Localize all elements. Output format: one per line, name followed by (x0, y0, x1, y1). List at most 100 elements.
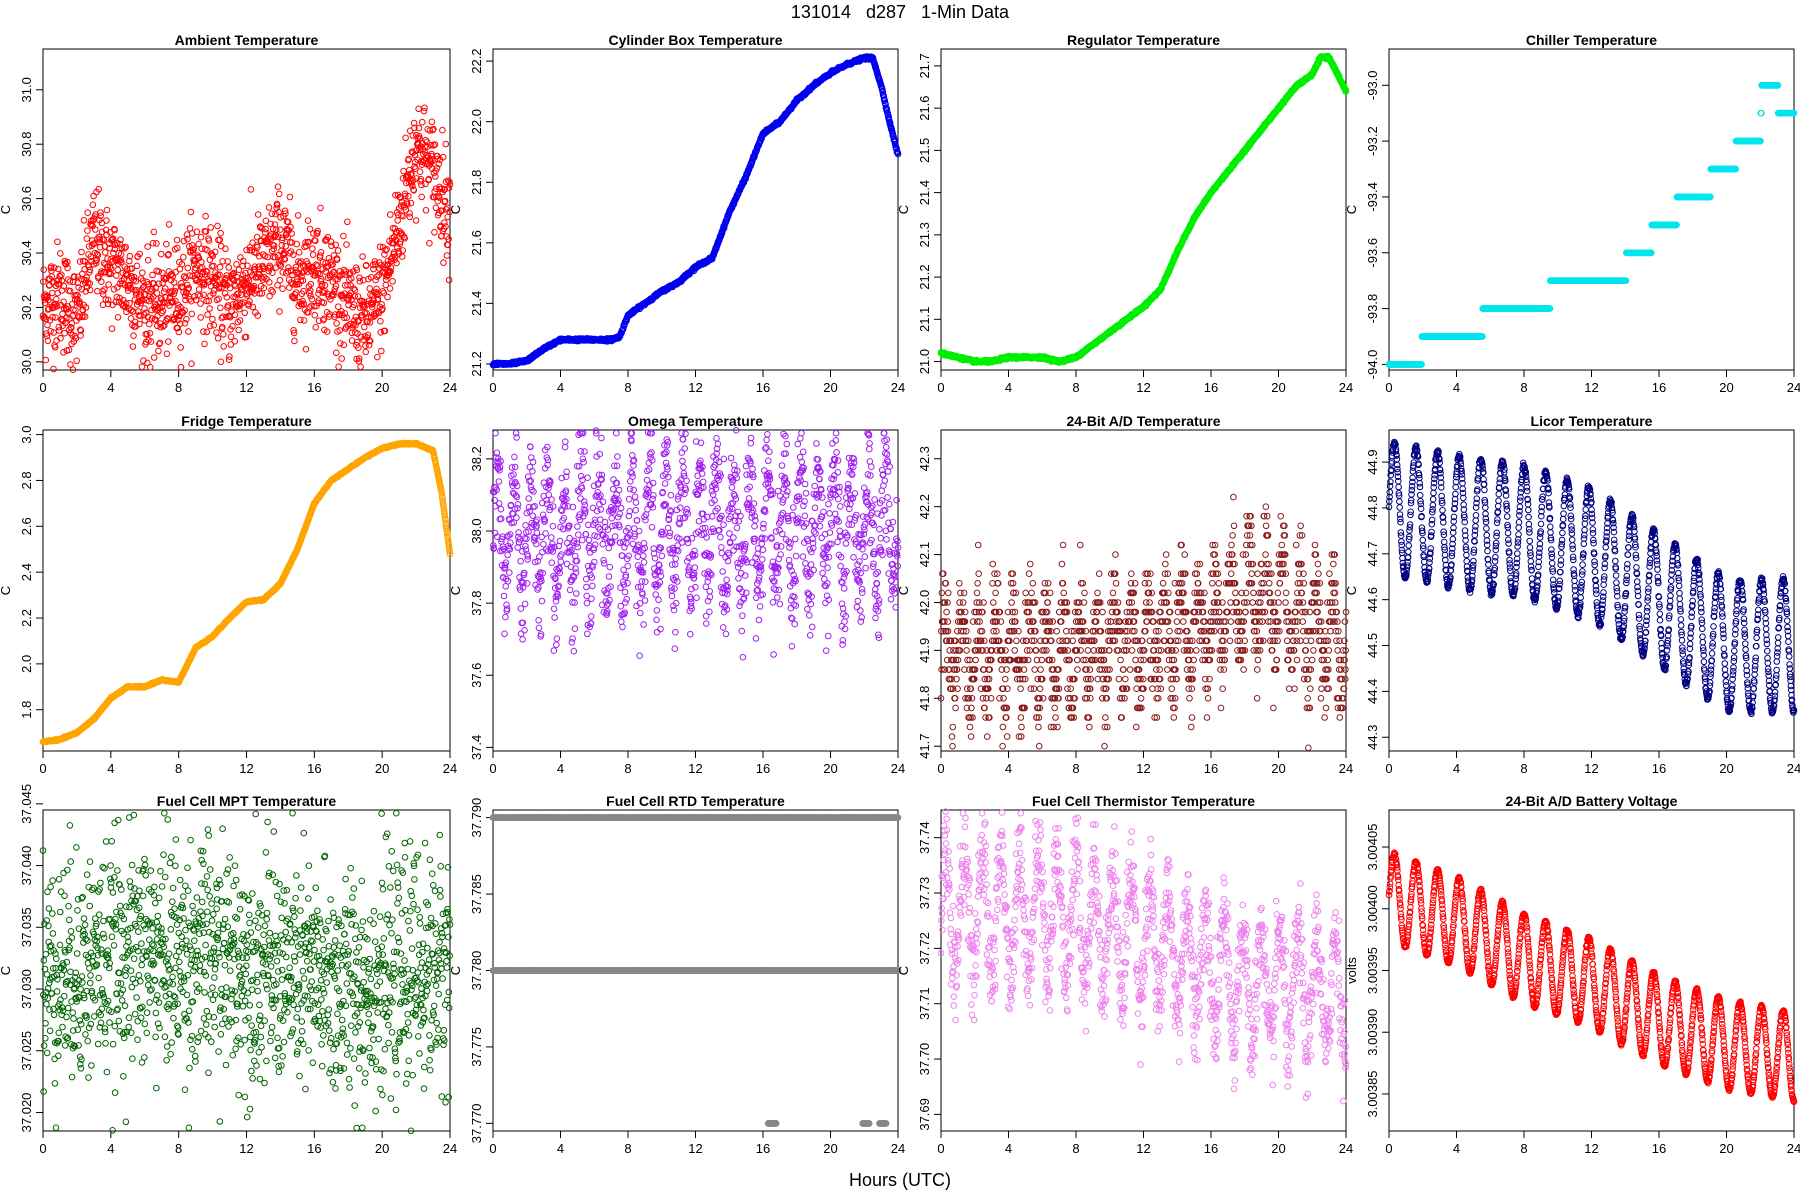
data-point (107, 265, 115, 273)
data-point (333, 320, 340, 327)
data-point (188, 310, 196, 318)
data-point (406, 213, 414, 221)
data-points (39, 104, 454, 374)
x-tick-label: 20 (1271, 380, 1285, 395)
data-point (442, 140, 450, 148)
data-point (225, 356, 233, 364)
data-point (58, 277, 66, 285)
data-point (90, 192, 97, 200)
y-tick-label: -94.0 (1365, 350, 1380, 380)
data-point (163, 240, 170, 248)
data-point (260, 284, 268, 292)
data-point (317, 204, 324, 212)
data-point (44, 337, 52, 345)
data-point (210, 262, 217, 270)
data-point (181, 307, 188, 314)
data-point (113, 272, 120, 279)
data-point (161, 322, 168, 329)
data-point (189, 249, 197, 256)
data-point (76, 298, 83, 305)
data-point (223, 294, 231, 301)
data-point (309, 245, 316, 252)
data-point (81, 258, 89, 265)
data-point (45, 305, 53, 313)
data-point (180, 253, 187, 261)
data-point (304, 217, 312, 224)
data-point (165, 221, 173, 228)
plot-frame (492, 48, 899, 371)
data-point (200, 291, 207, 299)
plot-frame (1388, 48, 1795, 371)
data-point (140, 283, 147, 291)
y-tick-label: 30.4 (19, 240, 34, 265)
data-point (216, 263, 224, 271)
data-point (52, 314, 59, 321)
data-point (137, 312, 144, 320)
data-point (146, 363, 154, 371)
figure-title: 131014 d287 1-Min Data (790, 2, 1010, 22)
data-point (49, 289, 56, 297)
data-point (428, 118, 436, 126)
data-point (101, 269, 108, 276)
data-point (99, 287, 106, 295)
data-point (55, 323, 63, 331)
data-point (217, 229, 224, 237)
data-point (187, 208, 195, 216)
y-tick-label: 31.0 (19, 77, 34, 102)
data-point (174, 316, 182, 324)
y-tick-label: 30.2 (19, 295, 34, 320)
data-point (69, 366, 77, 374)
data-point (189, 242, 196, 249)
data-point (110, 286, 118, 293)
data-point (178, 279, 185, 287)
data-point (211, 248, 219, 256)
data-point (197, 233, 205, 241)
data-point (65, 346, 73, 354)
data-point (274, 183, 282, 190)
data-point (142, 309, 150, 317)
data-point (105, 240, 113, 247)
data-point (239, 286, 246, 293)
x-tick-label: 4 (1453, 380, 1460, 395)
data-point (221, 290, 229, 297)
data-point (100, 236, 108, 244)
data-point (41, 313, 48, 321)
data-point (253, 233, 261, 241)
data-point (133, 262, 141, 270)
data-point (173, 236, 181, 244)
data-point (153, 240, 160, 247)
data-point (112, 298, 119, 306)
data-point (338, 355, 346, 362)
data-point (203, 268, 211, 276)
data-point (254, 312, 262, 319)
data-point (155, 347, 162, 355)
data-point (374, 353, 381, 361)
data-point (183, 315, 190, 323)
y-tick-label: 21.4 (917, 180, 932, 205)
data-point (185, 328, 192, 335)
data-point (203, 328, 211, 336)
x-tick-label: 0 (489, 380, 496, 395)
data-point (269, 288, 277, 296)
data-point (292, 289, 300, 296)
data-point (186, 296, 193, 303)
data-point (207, 224, 214, 231)
data-point (98, 278, 105, 286)
data-point (202, 228, 210, 235)
data-point (63, 314, 70, 322)
data-point (145, 281, 153, 288)
data-point (244, 262, 251, 270)
data-point (42, 356, 50, 364)
data-point (258, 225, 266, 232)
data-point (275, 190, 283, 198)
x-tick-label: 20 (375, 380, 389, 395)
data-point (127, 315, 135, 322)
data-point (136, 320, 143, 328)
data-point (126, 299, 133, 307)
data-point (197, 300, 204, 307)
data-point (92, 259, 100, 267)
data-point (340, 341, 348, 349)
data-point (418, 181, 425, 189)
data-point (241, 309, 248, 317)
